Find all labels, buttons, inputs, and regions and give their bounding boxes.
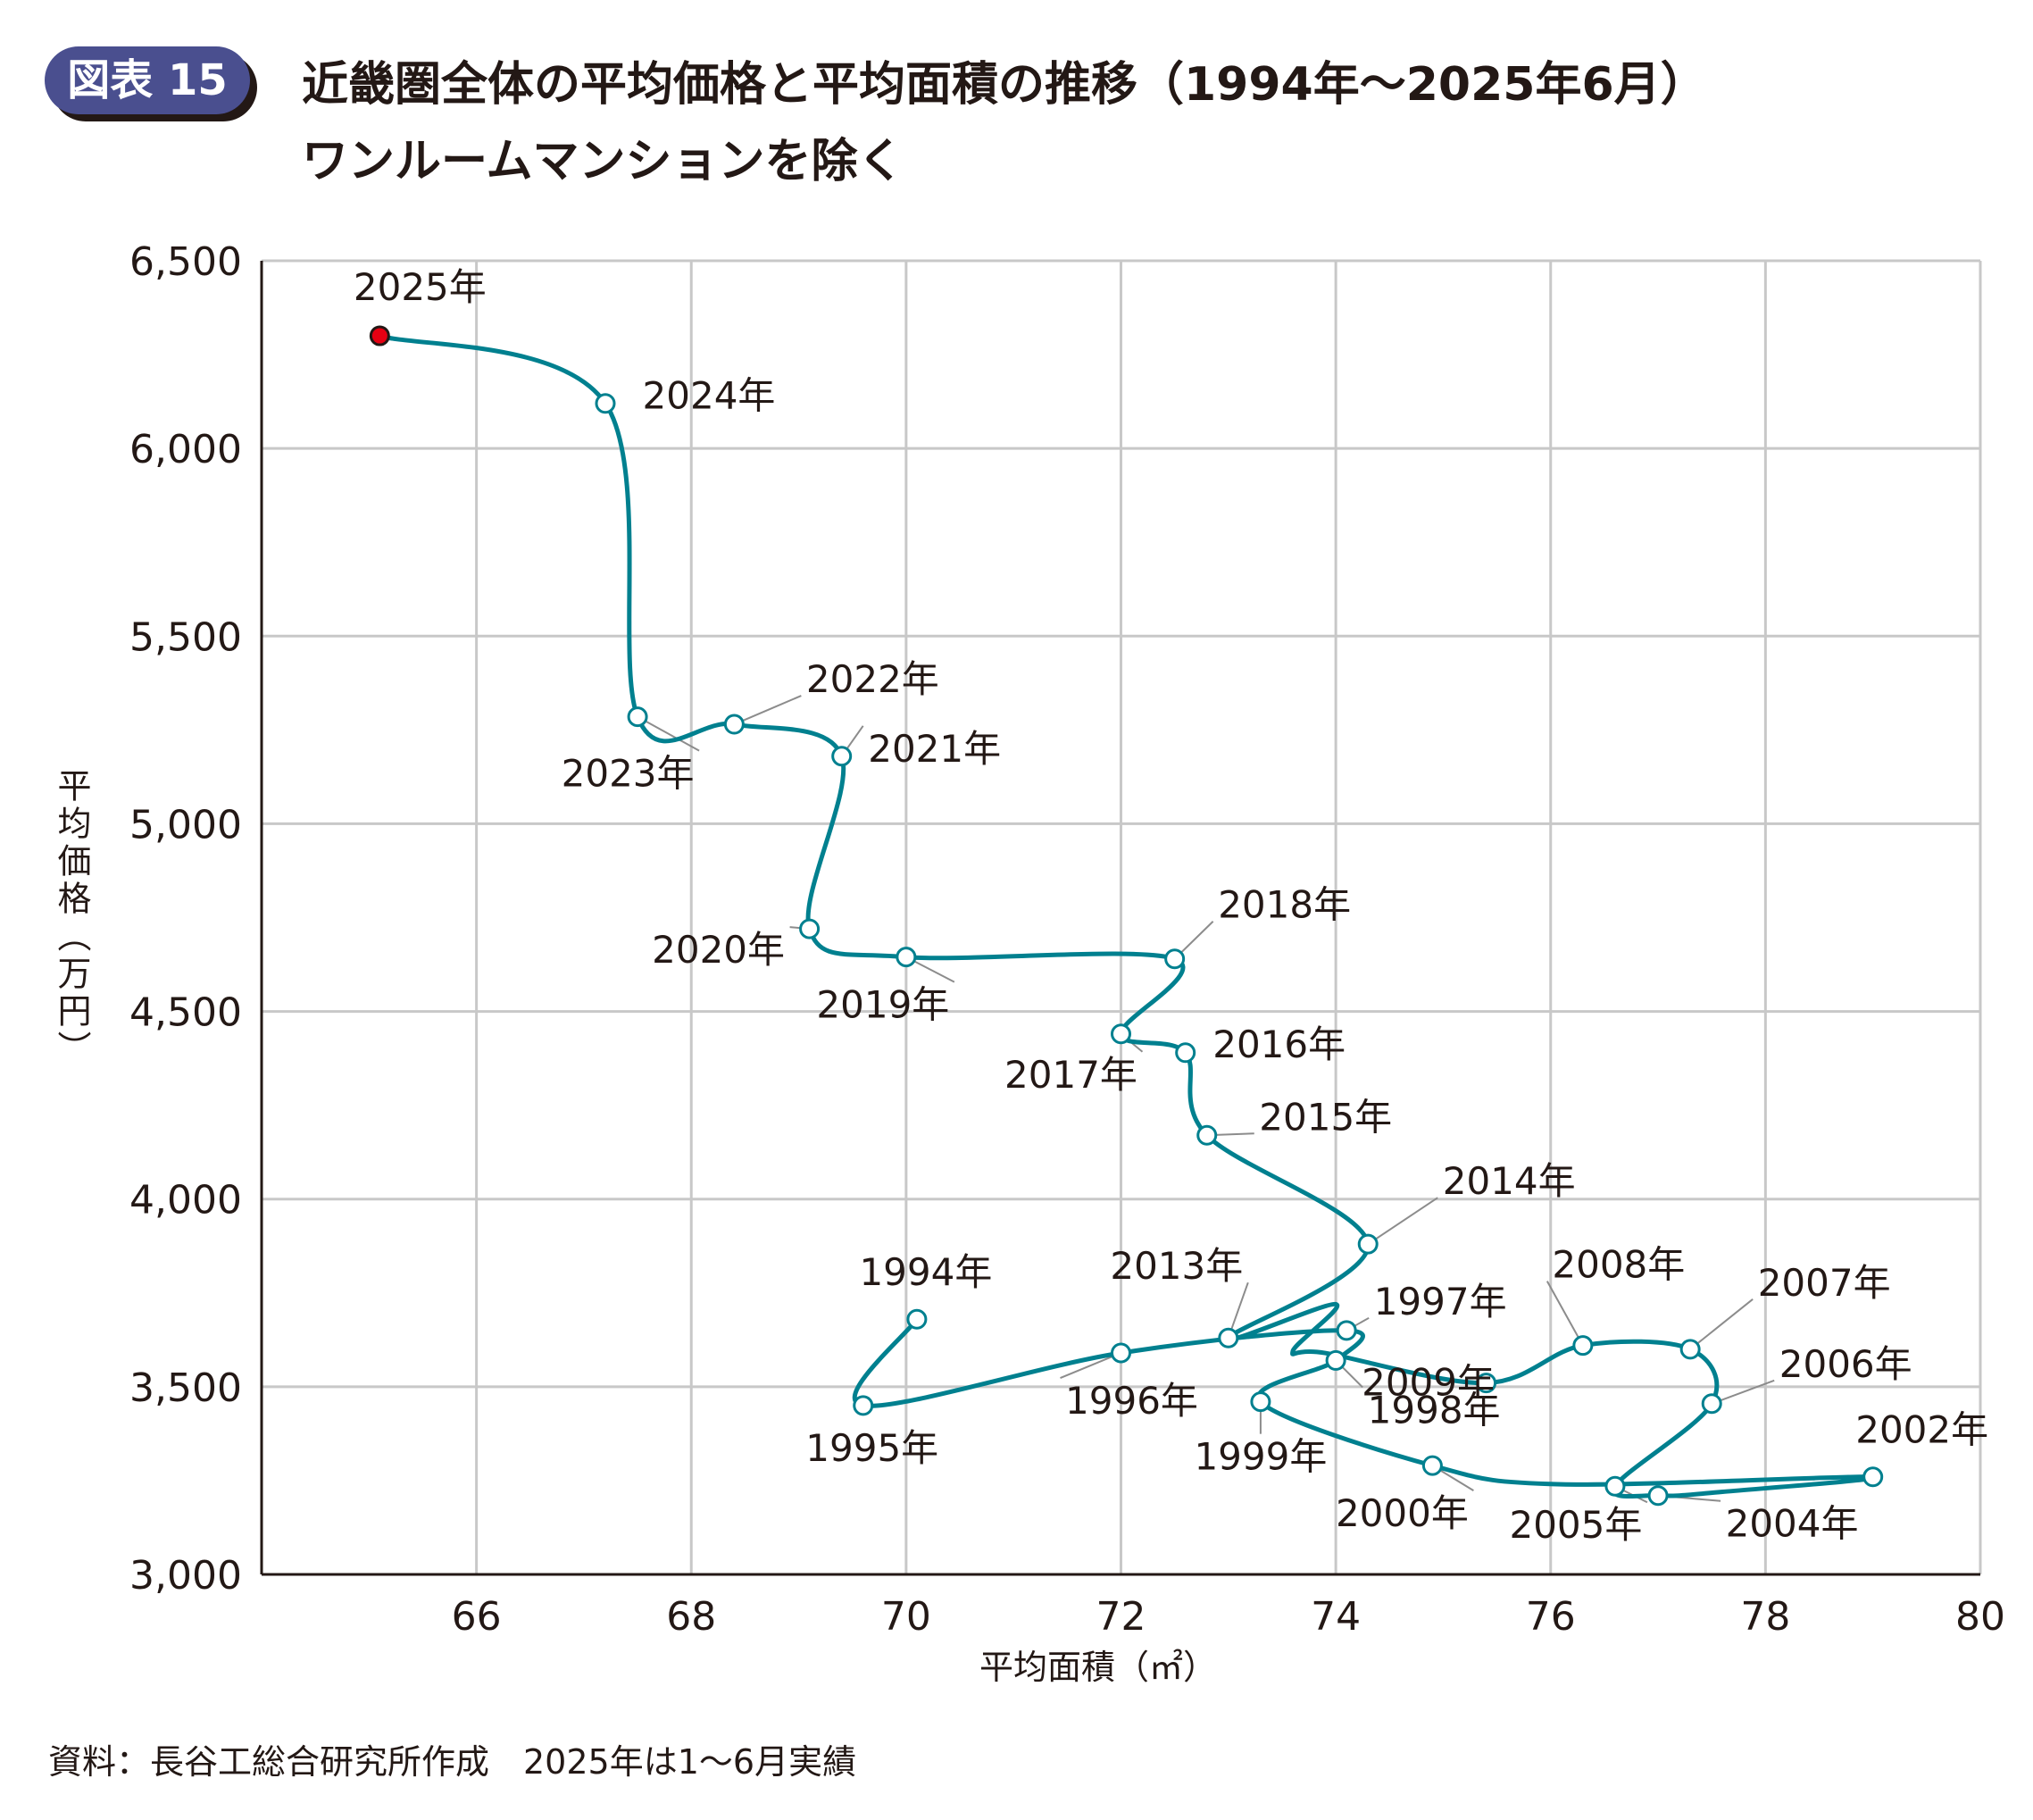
figure-label: 図表 15	[45, 46, 250, 114]
point-marker	[723, 714, 745, 735]
point-label: 2004年	[1726, 1502, 1859, 1546]
point-marker	[1250, 1391, 1271, 1413]
y-tick-label: 3,000	[129, 1553, 242, 1599]
point-marker	[853, 1395, 874, 1416]
label-leader	[1367, 1197, 1438, 1245]
point-marker	[1647, 1485, 1669, 1507]
point-label: 1996年	[1065, 1379, 1198, 1423]
point-label: 2002年	[1855, 1408, 1988, 1452]
point-marker	[1357, 1233, 1379, 1255]
point-marker	[896, 947, 917, 968]
x-tick-label: 74	[1311, 1594, 1361, 1640]
point-label: 2016年	[1212, 1023, 1346, 1066]
point-marker	[1111, 1023, 1131, 1045]
point-label: 2000年	[1336, 1491, 1469, 1535]
point-label: 2025年	[354, 265, 487, 309]
point-marker	[1476, 1373, 1497, 1394]
x-tick-label: 80	[1955, 1594, 2005, 1640]
source-note: 資料：長谷工総合研究所作成 2025年は1～6月実績	[48, 1742, 857, 1782]
point-marker	[1701, 1393, 1722, 1415]
chart-area: 66 68 70 72 74 76 78 80 3,000 3,500 4,000 4,500 5,00…	[52, 239, 2005, 1687]
y-tick-label: 5,000	[129, 802, 242, 847]
point-marker	[831, 746, 853, 767]
point-marker	[1196, 1124, 1218, 1146]
point-label: 2014年	[1443, 1159, 1576, 1203]
point-marker	[1218, 1327, 1239, 1348]
x-tick-label: 66	[452, 1594, 502, 1640]
label-leader	[1689, 1298, 1754, 1350]
label-leader	[1711, 1379, 1775, 1405]
point-label: 2017年	[1004, 1053, 1137, 1097]
point-marker	[369, 325, 390, 346]
point-label: 2007年	[1758, 1261, 1891, 1305]
point-label: 2024年	[643, 374, 776, 418]
x-tick-label: 70	[881, 1594, 931, 1640]
point-label: 1997年	[1374, 1280, 1507, 1323]
point-marker	[1679, 1339, 1701, 1360]
point-marker	[595, 393, 616, 414]
y-axis-label: 平均価格（万円）	[52, 768, 91, 1068]
y-tick-label: 6,000	[129, 427, 242, 472]
point-label: 2013年	[1110, 1244, 1243, 1288]
point-label: 2021年	[868, 727, 1001, 771]
point-label: 2023年	[562, 752, 695, 796]
point-label: 2006年	[1779, 1342, 1912, 1386]
point-marker	[1421, 1455, 1443, 1476]
point-marker	[1862, 1466, 1884, 1488]
point-marker	[1572, 1335, 1594, 1357]
point-marker	[906, 1308, 928, 1330]
point-marker	[1604, 1475, 1626, 1497]
y-tick-label: 4,500	[129, 990, 242, 1036]
x-tick-label: 78	[1740, 1594, 1790, 1640]
y-tick-label: 3,500	[129, 1365, 242, 1411]
figure-badge: 図表 15	[45, 46, 257, 121]
x-tick-label: 68	[666, 1594, 716, 1640]
point-label: 2009年	[1362, 1361, 1495, 1405]
chart-title: 近畿圏全体の平均価格と平均面積の推移（1994年～2025年6月）	[302, 58, 1707, 112]
label-leader	[733, 695, 802, 725]
point-label: 1995年	[805, 1426, 938, 1470]
point-marker	[799, 918, 821, 939]
point-label: 2022年	[806, 657, 939, 701]
point-label: 1994年	[859, 1250, 992, 1294]
point-marker	[1111, 1342, 1131, 1364]
y-tick-label: 6,500	[129, 239, 242, 285]
point-label: 1999年	[1194, 1435, 1327, 1479]
label-leader	[1546, 1281, 1584, 1347]
point-label: 2015年	[1259, 1095, 1392, 1139]
chart-subtitle: ワンルームマンションを除く	[302, 135, 904, 188]
point-label: 2005年	[1509, 1503, 1642, 1547]
point-label: 2019年	[816, 983, 949, 1027]
y-tick-label: 5,500	[129, 614, 242, 660]
point-marker	[1325, 1349, 1346, 1371]
label-leader	[637, 715, 700, 752]
point-marker	[627, 706, 648, 728]
x-tick-label: 76	[1526, 1594, 1576, 1640]
point-label: 2008年	[1552, 1243, 1685, 1287]
series-line	[377, 333, 1879, 1499]
y-tick-label: 4,000	[129, 1178, 242, 1223]
point-marker	[1336, 1320, 1357, 1341]
point-label: 2018年	[1218, 883, 1351, 927]
point-marker	[1175, 1042, 1196, 1064]
point-label: 1998年	[1368, 1388, 1501, 1432]
x-axis-label: 平均面積（㎡）	[979, 1648, 1217, 1687]
x-tick-label: 72	[1096, 1594, 1146, 1640]
point-marker	[1164, 948, 1186, 970]
point-label: 2020年	[652, 928, 785, 972]
label-leader	[1060, 1352, 1121, 1379]
